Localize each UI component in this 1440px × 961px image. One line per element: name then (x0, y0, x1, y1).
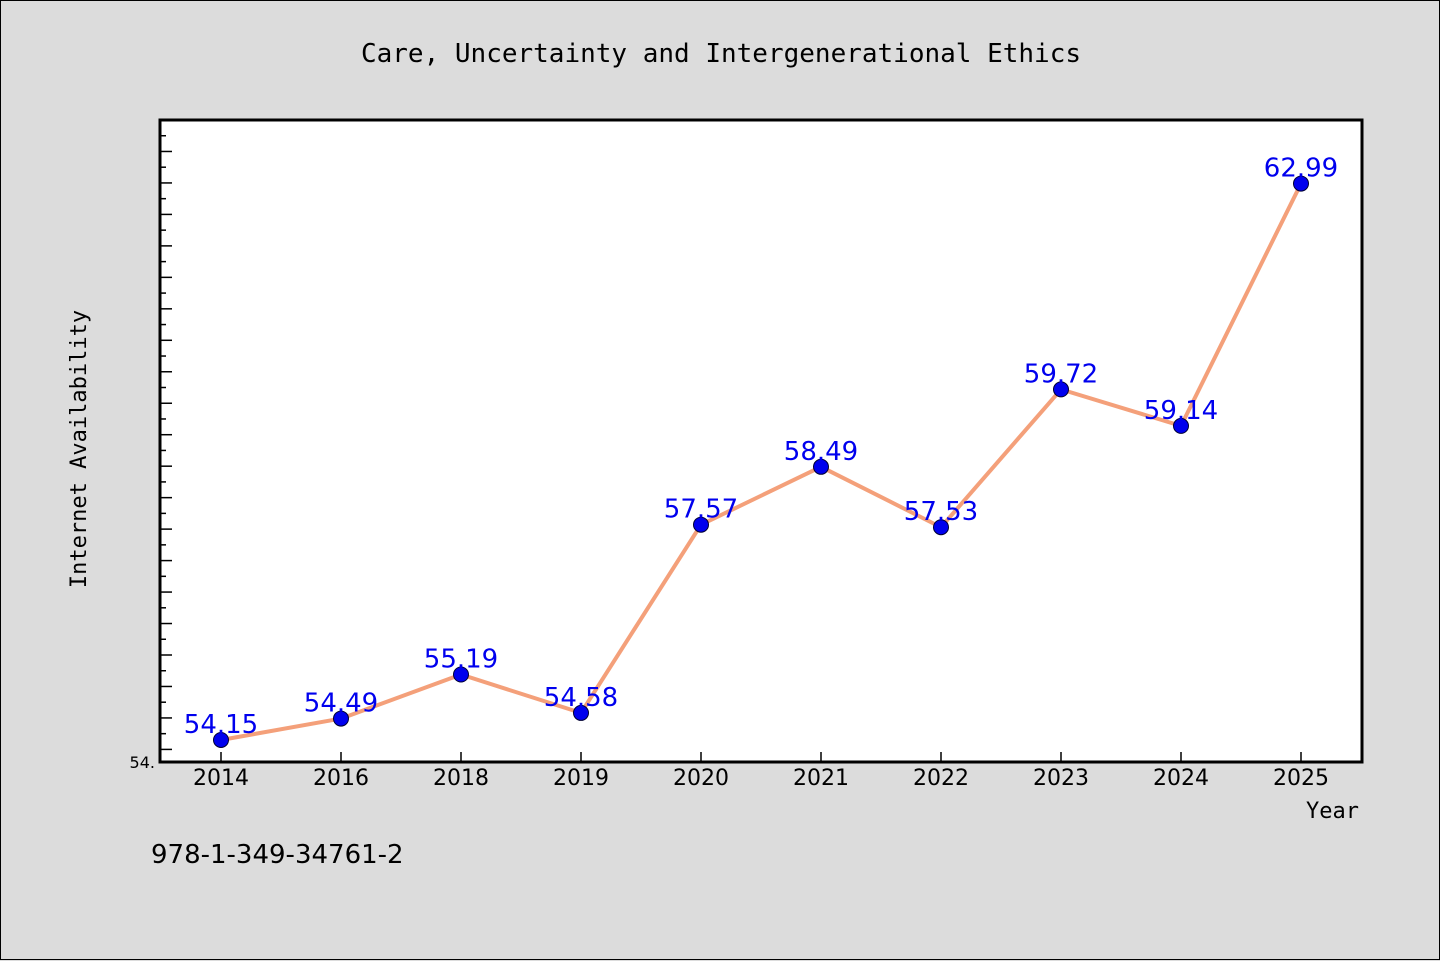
y-axis-ticks (160, 119, 172, 751)
isbn-text: 978-1-349-34761-2 (151, 840, 404, 870)
data-point (333, 710, 349, 727)
series-group: 54.15 54.49 55.19 54.58 57.57 58.49 57.53 59.72… (184, 154, 1338, 748)
data-point (453, 666, 469, 683)
data-label: 62.99 (1264, 154, 1338, 184)
data-label: 54.15 (184, 710, 258, 740)
data-point (813, 458, 829, 475)
data-label: 59.72 (1024, 359, 1098, 389)
data-label: 59.14 (1144, 396, 1218, 426)
x-tick-label: 2021 (793, 766, 849, 791)
x-tick-label: 2018 (433, 766, 489, 791)
x-axis-label: Year (1306, 799, 1359, 824)
data-label: 55.19 (424, 645, 498, 675)
data-label: 57.53 (904, 497, 978, 527)
x-tick-label: 2019 (553, 766, 609, 791)
data-point (933, 519, 949, 536)
data-label: 57.57 (664, 495, 738, 525)
series-line (219, 181, 1303, 742)
data-point (1293, 175, 1309, 192)
chart-title: Care, Uncertainty and Intergenerational … (361, 39, 1081, 69)
x-tick-label: 2023 (1033, 766, 1089, 791)
data-point (573, 704, 589, 721)
data-point (1053, 381, 1069, 398)
data-point (1173, 417, 1189, 434)
data-label: 54.49 (304, 689, 378, 719)
y-tick-label: 54. (130, 753, 155, 772)
plot-area (158, 118, 1364, 764)
x-tick-label: 2020 (673, 766, 729, 791)
y-axis-label: Internet Availability (67, 310, 92, 588)
data-point (213, 731, 229, 748)
data-label: 54.58 (544, 683, 618, 713)
x-tick-label: 2016 (313, 766, 369, 791)
x-tick-label: 2022 (913, 766, 969, 791)
x-axis-ticks: 2014 2016 2018 2019 2020 2021 2022 2023 2024 2025 (193, 752, 1329, 791)
x-tick-label: 2025 (1273, 766, 1329, 791)
x-tick-label: 2014 (193, 766, 249, 791)
data-label: 58.49 (784, 437, 858, 467)
data-point (693, 516, 709, 533)
x-tick-label: 2024 (1153, 766, 1209, 791)
